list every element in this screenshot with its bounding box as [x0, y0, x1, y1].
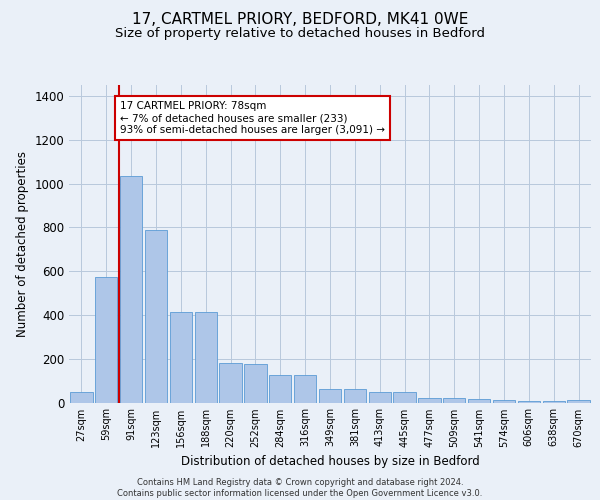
Bar: [120, 176, 142, 402]
Text: Contains HM Land Registry data © Crown copyright and database right 2024.
Contai: Contains HM Land Registry data © Crown c…: [118, 478, 482, 498]
Bar: [319, 389, 341, 402]
Bar: [344, 389, 366, 402]
X-axis label: Distribution of detached houses by size in Bedford: Distribution of detached houses by size …: [181, 455, 479, 468]
Bar: [170, 312, 192, 402]
Bar: [518, 400, 540, 402]
Bar: [418, 398, 440, 402]
Bar: [394, 392, 416, 402]
Bar: [368, 392, 391, 402]
Bar: [468, 400, 490, 402]
Bar: [542, 400, 565, 402]
Bar: [145, 230, 167, 402]
Text: Size of property relative to detached houses in Bedford: Size of property relative to detached ho…: [115, 26, 485, 40]
Bar: [294, 375, 316, 402]
Text: 17 CARTMEL PRIORY: 78sqm
← 7% of detached houses are smaller (233)
93% of semi-d: 17 CARTMEL PRIORY: 78sqm ← 7% of detache…: [120, 102, 385, 134]
Bar: [269, 375, 292, 402]
Text: 17, CARTMEL PRIORY, BEDFORD, MK41 0WE: 17, CARTMEL PRIORY, BEDFORD, MK41 0WE: [132, 12, 468, 28]
Bar: [194, 312, 217, 402]
Y-axis label: Number of detached properties: Number of detached properties: [16, 151, 29, 337]
Bar: [95, 278, 118, 402]
Bar: [443, 398, 466, 402]
Bar: [244, 364, 266, 403]
Bar: [70, 392, 92, 402]
Bar: [220, 363, 242, 403]
Bar: [568, 400, 590, 402]
Bar: [493, 400, 515, 402]
